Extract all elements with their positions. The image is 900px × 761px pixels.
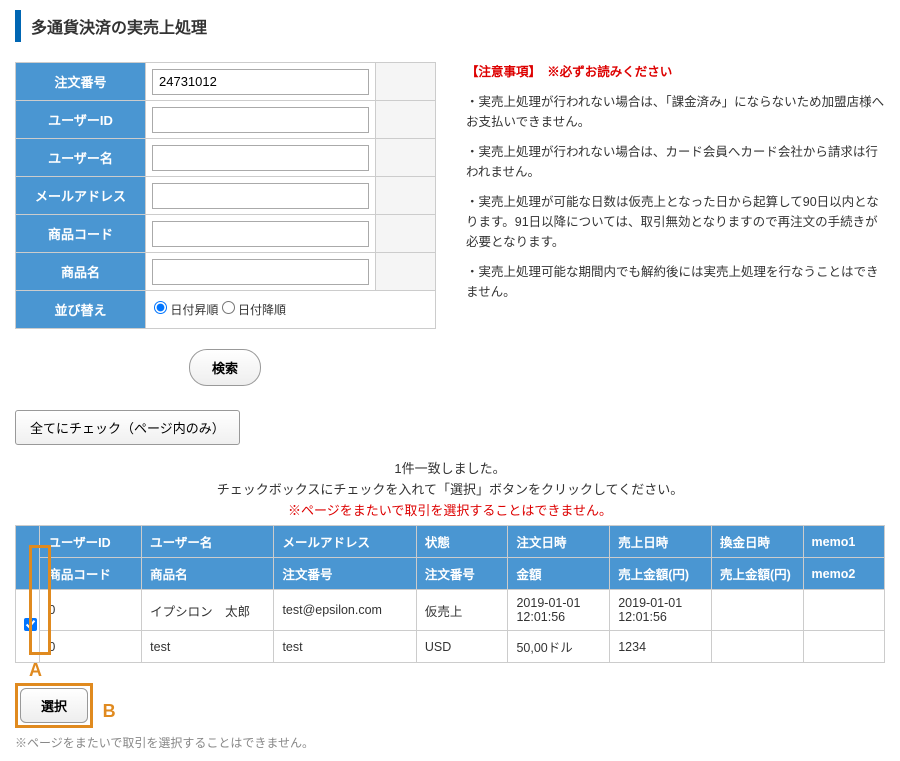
marker-b-box: 選択	[15, 683, 93, 728]
table-row: 0 イプシロン 太郎 test@epsilon.com 仮売上 2019-01-…	[16, 590, 885, 631]
select-button[interactable]: 選択	[20, 688, 88, 723]
page-title: 多通貨決済の実売上処理	[15, 10, 885, 42]
label-order-no: 注文番号	[16, 63, 146, 101]
row-checkbox[interactable]	[24, 618, 37, 631]
th-product-code: 商品コード	[40, 558, 142, 590]
input-product-name[interactable]	[152, 259, 369, 285]
search-form: 注文番号 ユーザーID ユーザー名 メールアドレス 商品コード 商品名	[15, 62, 436, 329]
label-sort: 並び替え	[16, 291, 146, 329]
table-row: 0 test test USD 50,00ドル 1234	[16, 631, 885, 663]
footnote: ※ページをまたいで取引を選択することはできません。	[15, 734, 885, 751]
th-amount: 金額	[508, 558, 610, 590]
label-user-id: ユーザーID	[16, 101, 146, 139]
th-user-name: ユーザー名	[142, 526, 274, 558]
th-order-no2: 注文番号	[416, 558, 508, 590]
radio-desc-label[interactable]: 日付降順	[222, 303, 286, 317]
th-exchange-date: 換金日時	[711, 526, 803, 558]
notice-p4: ・実売上処理可能な期間内でも解約後には実売上処理を行なうことはできません。	[466, 262, 885, 302]
th-user-id: ユーザーID	[40, 526, 142, 558]
marker-a-label: A	[29, 660, 42, 681]
result-message: 1件一致しました。 チェックボックスにチェックを入れて「選択」ボタンをクリックし…	[15, 459, 885, 521]
input-user-name[interactable]	[152, 145, 369, 171]
result-table: ユーザーID ユーザー名 メールアドレス 状態 注文日時 売上日時 換金日時 m…	[15, 525, 885, 663]
th-order-no: 注文番号	[274, 558, 416, 590]
th-product-name: 商品名	[142, 558, 274, 590]
th-status: 状態	[416, 526, 508, 558]
notice-p2: ・実売上処理が行われない場合は、カード会員へカード会社から請求は行われません。	[466, 142, 885, 182]
label-user-name: ユーザー名	[16, 139, 146, 177]
radio-asc[interactable]	[154, 301, 167, 314]
input-user-id[interactable]	[152, 107, 369, 133]
th-sales-yen2: 売上金額(円)	[711, 558, 803, 590]
th-email: メールアドレス	[274, 526, 416, 558]
th-sales-date: 売上日時	[610, 526, 712, 558]
th-order-date: 注文日時	[508, 526, 610, 558]
input-order-no[interactable]	[152, 69, 369, 95]
notice-p1: ・実売上処理が行われない場合は、「課金済み」にならないため加盟店様へお支払いでき…	[466, 92, 885, 132]
th-checkbox	[16, 526, 40, 590]
label-email: メールアドレス	[16, 177, 146, 215]
marker-b-label: B	[103, 701, 116, 721]
radio-asc-label[interactable]: 日付昇順	[154, 303, 218, 317]
search-button[interactable]: 検索	[189, 349, 261, 386]
label-product-name: 商品名	[16, 253, 146, 291]
label-product-code: 商品コード	[16, 215, 146, 253]
input-email[interactable]	[152, 183, 369, 209]
th-memo2: memo2	[803, 558, 884, 590]
th-memo1: memo1	[803, 526, 884, 558]
input-product-code[interactable]	[152, 221, 369, 247]
th-sales-yen: 売上金額(円)	[610, 558, 712, 590]
notice-p3: ・実売上処理が可能な日数は仮売上となった日から起算して90日以内となります。91…	[466, 192, 885, 252]
check-all-button[interactable]: 全てにチェック（ページ内のみ）	[15, 410, 240, 445]
radio-desc[interactable]	[222, 301, 235, 314]
notice-block: 【注意事項】 ※必ずお読みください ・実売上処理が行われない場合は、「課金済み」…	[466, 62, 885, 329]
empty-cell	[376, 63, 436, 101]
notice-heading: 【注意事項】 ※必ずお読みください	[466, 65, 672, 79]
